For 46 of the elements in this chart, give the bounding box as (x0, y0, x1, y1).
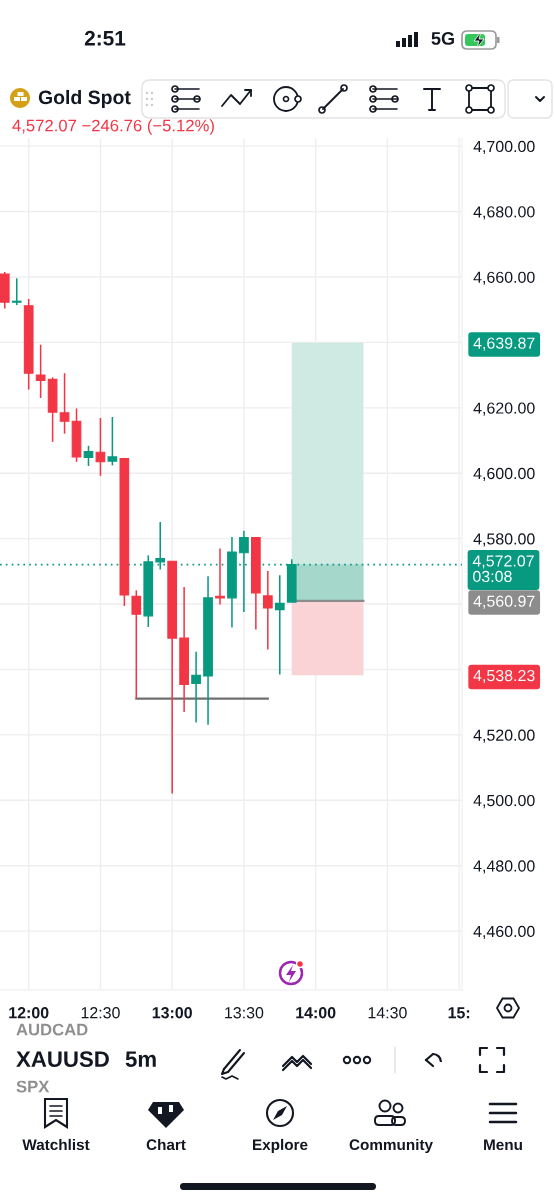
chart-title: Gold Spot (38, 89, 131, 109)
y-tick-label: 4,660.00 (473, 271, 535, 285)
y-tick-label: 4,700.00 (473, 140, 535, 155)
bar (291, 600, 364, 676)
y-tick-label: 4,639.87 (473, 337, 535, 351)
y-tick-label: 4,600.00 (473, 467, 535, 482)
text: Explore (253, 1138, 308, 1154)
x-tick-label: 12:30 (81, 1007, 120, 1019)
candlestick (274, 574, 285, 676)
x-tick-label: 12:00 (9, 1007, 49, 1019)
text: XAUUSD (16, 1051, 109, 1067)
y-tick-label: 4,680.00 (473, 206, 535, 220)
chart-subtitle: 4,572.07 −246.76 (−5.12%) (12, 119, 214, 135)
candlestick (59, 372, 70, 435)
candlestick (107, 416, 118, 467)
candlestick (215, 547, 225, 606)
candlestick (83, 445, 94, 467)
text: Chart (146, 1138, 186, 1151)
y-tick-label: 4,460.00 (473, 925, 535, 939)
x-tick-label: 15: (448, 1007, 470, 1019)
text: Watchlist (22, 1138, 90, 1151)
text: SPX (16, 1080, 50, 1093)
x-tick-label: 14:30 (368, 1007, 407, 1019)
text: AUDCAD (16, 1023, 88, 1036)
y-tick-label: 4,538.23 (473, 669, 535, 684)
y-tick-label: 4,620.00 (473, 402, 535, 416)
candlestick (262, 570, 273, 651)
text: 5m (125, 1051, 156, 1067)
candlestick (191, 651, 201, 724)
text: 2:51 (84, 30, 126, 46)
text: Community (349, 1138, 433, 1154)
candlestick (131, 589, 142, 700)
text: Menu (484, 1139, 522, 1151)
candlestick (11, 277, 22, 306)
y-tick-label: 4,520.00 (473, 729, 535, 743)
x-tick-label: 14:00 (296, 1007, 336, 1019)
text: 5G (431, 32, 454, 45)
y-tick-label: 4,560.97 (473, 595, 535, 609)
x-tick-label: 13:30 (225, 1007, 264, 1019)
ref-line-label: 4,572.07 03:08 (472, 555, 534, 583)
candlestick (35, 343, 46, 399)
y-tick-label: 4,580.00 (473, 533, 535, 547)
y-tick-label: 4,500.00 (473, 794, 535, 809)
x-tick-label: 13:00 (152, 1007, 192, 1019)
candlestick (95, 417, 106, 477)
y-tick-label: 4,480.00 (473, 860, 535, 874)
